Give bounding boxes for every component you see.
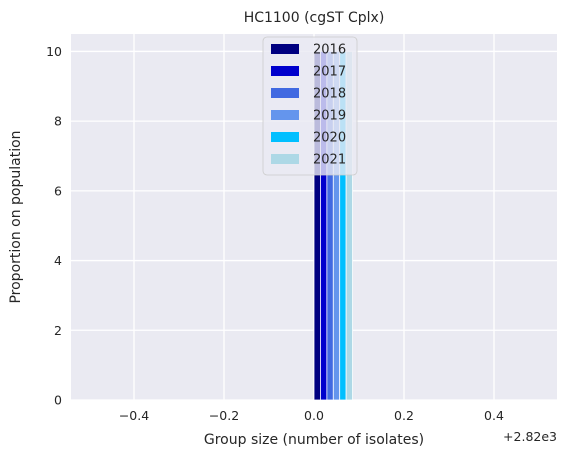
x-tick-label: −0.2 (209, 408, 239, 423)
legend-label-2019: 2019 (313, 109, 346, 124)
x-tick-label: 0.4 (484, 408, 504, 423)
legend-swatch-2021 (271, 154, 299, 164)
y-axis-label: Proportion on population (8, 130, 24, 303)
legend-swatch-2017 (271, 66, 299, 76)
x-tick-labels: −0.4 −0.2 0.0 0.2 0.4 (119, 408, 504, 423)
legend-swatch-2016 (271, 44, 299, 54)
x-offset-label: +2.82e3 (503, 429, 557, 444)
legend-label-2021: 2021 (313, 153, 346, 168)
y-tick-label: 2 (54, 323, 62, 338)
legend-swatch-2019 (271, 110, 299, 120)
x-axis-label: Group size (number of isolates) (204, 432, 424, 448)
y-tick-labels: 0 2 4 6 8 10 (46, 44, 62, 408)
x-tick-label: 0.2 (394, 408, 414, 423)
y-tick-label: 0 (54, 393, 62, 408)
legend-label-2018: 2018 (313, 87, 346, 102)
legend-swatch-2020 (271, 132, 299, 142)
y-tick-label: 6 (54, 183, 62, 198)
chart-title: HC1100 (cgST Cplx) (244, 10, 385, 26)
y-tick-label: 4 (54, 253, 62, 268)
y-tick-label: 8 (54, 114, 62, 129)
legend-label-2020: 2020 (313, 131, 346, 146)
y-tick-label: 10 (46, 44, 62, 59)
x-tick-label: −0.4 (119, 408, 149, 423)
legend-label-2017: 2017 (313, 65, 346, 80)
legend-label-2016: 2016 (313, 43, 346, 58)
legend: 2016 2017 2018 2019 2020 2021 (262, 36, 358, 176)
x-tick-label: 0.0 (304, 408, 324, 423)
legend-swatch-2018 (271, 88, 299, 98)
